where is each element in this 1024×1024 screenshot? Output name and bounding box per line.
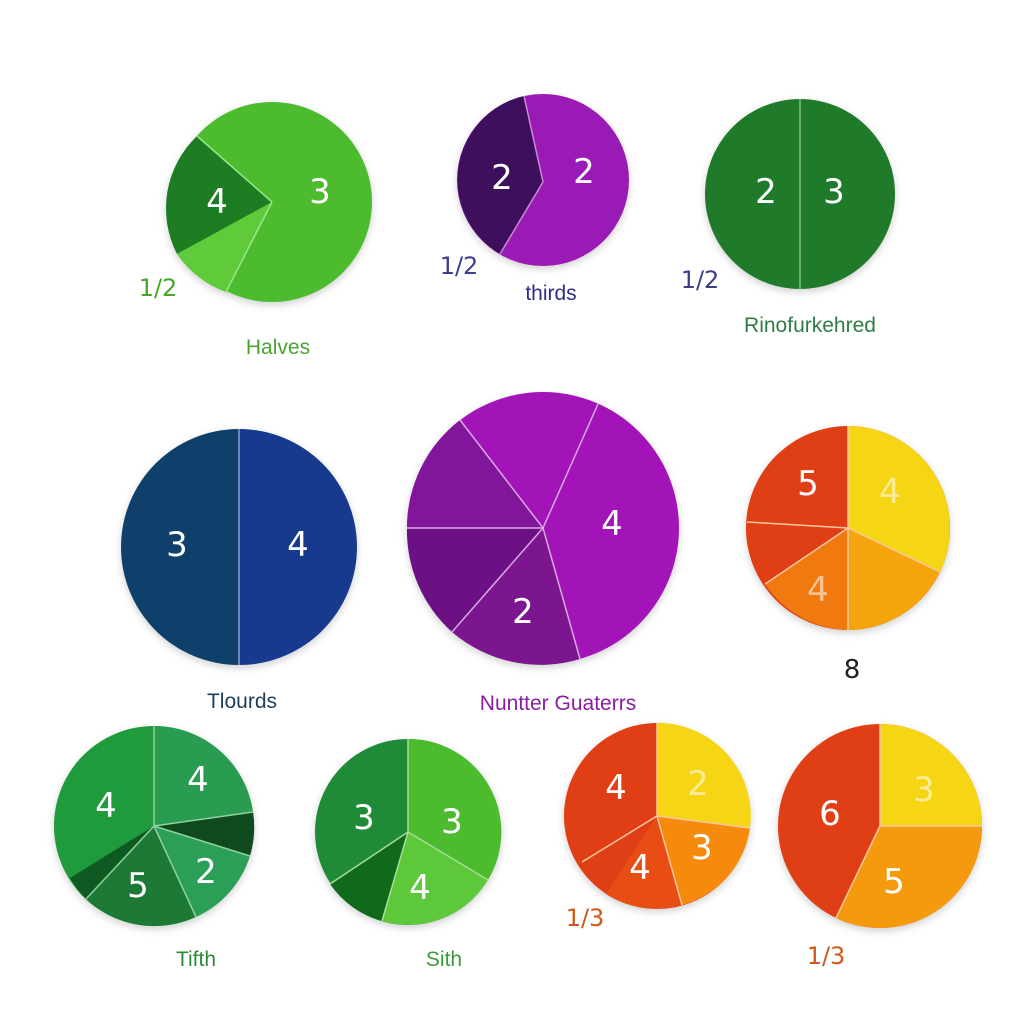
- segment-label: 2: [195, 852, 217, 892]
- circle-halves: 4 3: [165, 102, 372, 302]
- caption-big-purple: Nuntter Guaterrs: [480, 692, 636, 715]
- circle-navy: 3 4: [121, 429, 357, 665]
- segment-label: 2: [573, 152, 595, 192]
- segment-label: 2: [687, 764, 709, 804]
- segment-label: 5: [883, 862, 905, 902]
- fraction-label: 1/3: [566, 904, 605, 932]
- segment-label: 4: [605, 768, 627, 808]
- segment-label: 3: [166, 525, 188, 565]
- segment-label: 4: [629, 848, 651, 888]
- segment-label: 6: [819, 794, 841, 834]
- segment-label: 3: [913, 770, 935, 810]
- fraction-label: 1/2: [139, 274, 178, 302]
- segment-label: 2: [491, 158, 513, 198]
- segment-label: 4: [409, 868, 431, 908]
- segment-label: 4: [206, 182, 228, 222]
- segment-label: 2: [755, 172, 777, 212]
- segment-label: 3: [441, 802, 463, 842]
- circle-green-half: 2 3: [705, 99, 895, 289]
- segment-label: 5: [797, 464, 819, 504]
- circle-warm-top: 5 4 4: [746, 426, 950, 630]
- segment-label: 3: [823, 172, 845, 212]
- caption-fifth: Tifth: [176, 948, 216, 971]
- segment-label: 5: [127, 866, 149, 906]
- fraction-label: 1/2: [440, 252, 479, 280]
- segment-label: 4: [287, 525, 309, 565]
- caption-sixth: Sith: [426, 948, 462, 971]
- fraction-label: 1/2: [681, 266, 720, 294]
- caption-halves: Halves: [246, 336, 310, 359]
- circle-warm-left: 4 2 4 3: [564, 722, 751, 909]
- segment-label: 2: [512, 592, 534, 632]
- circle-fifth: 4 4 5 2: [54, 726, 255, 927]
- segment-label: 3: [353, 798, 375, 838]
- segment-label: 3: [309, 172, 331, 212]
- segment-label: 4: [95, 786, 117, 826]
- mark-label: 8: [844, 655, 861, 685]
- caption-navy-circle: Tlourds: [207, 690, 277, 713]
- segment-label: 4: [601, 504, 623, 544]
- circle-sixth: 3 3 4: [315, 738, 502, 925]
- segment-label: 3: [691, 828, 713, 868]
- segment-label: 4: [187, 760, 209, 800]
- segment-label: 4: [879, 472, 901, 512]
- circle-warm-right: 6 3 5: [778, 724, 982, 928]
- circle-thirds: 2 2: [457, 94, 629, 266]
- circle-big-purple: 4 2: [406, 392, 679, 665]
- caption-third-circle: Rinofurkehred: [744, 314, 876, 337]
- caption-thirds: thirds: [525, 282, 576, 305]
- segment-label: 4: [807, 570, 829, 610]
- fraction-label: 1/3: [807, 942, 846, 970]
